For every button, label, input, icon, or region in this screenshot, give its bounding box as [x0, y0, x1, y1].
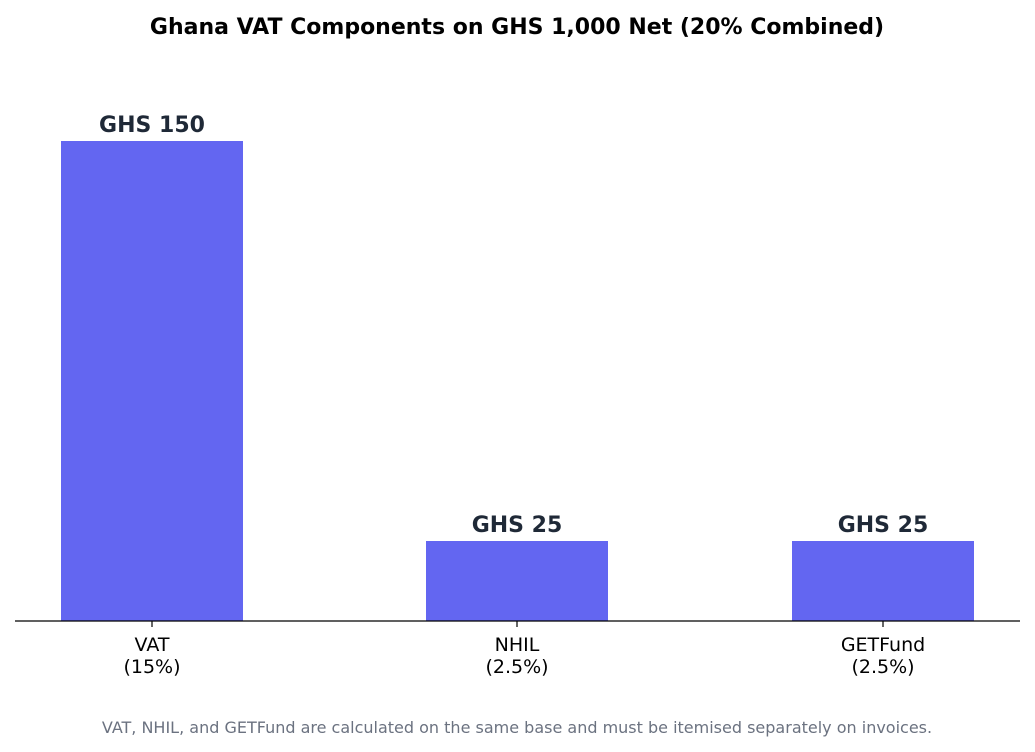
bar-vat — [61, 141, 243, 621]
bar-getfund — [792, 541, 974, 621]
data-label-nhil: GHS 25 — [472, 513, 563, 538]
data-labels-group: GHS 150 GHS 25 GHS 25 — [99, 113, 928, 538]
bar-nhil — [426, 541, 608, 621]
data-label-getfund: GHS 25 — [838, 513, 929, 538]
bars-group — [61, 141, 974, 621]
data-label-vat: GHS 150 — [99, 113, 205, 138]
x-tick-label-nhil: NHIL (2.5%) — [485, 634, 548, 678]
chart-footnote: VAT, NHIL, and GETFund are calculated on… — [102, 718, 932, 737]
x-tick-label-vat: VAT (15%) — [123, 634, 180, 678]
x-ticks-group: VAT (15%) NHIL (2.5%) GETFund (2.5%) — [123, 621, 925, 678]
x-tick-label-getfund: GETFund (2.5%) — [841, 634, 925, 678]
chart-title: Ghana VAT Components on GHS 1,000 Net (2… — [150, 15, 884, 40]
